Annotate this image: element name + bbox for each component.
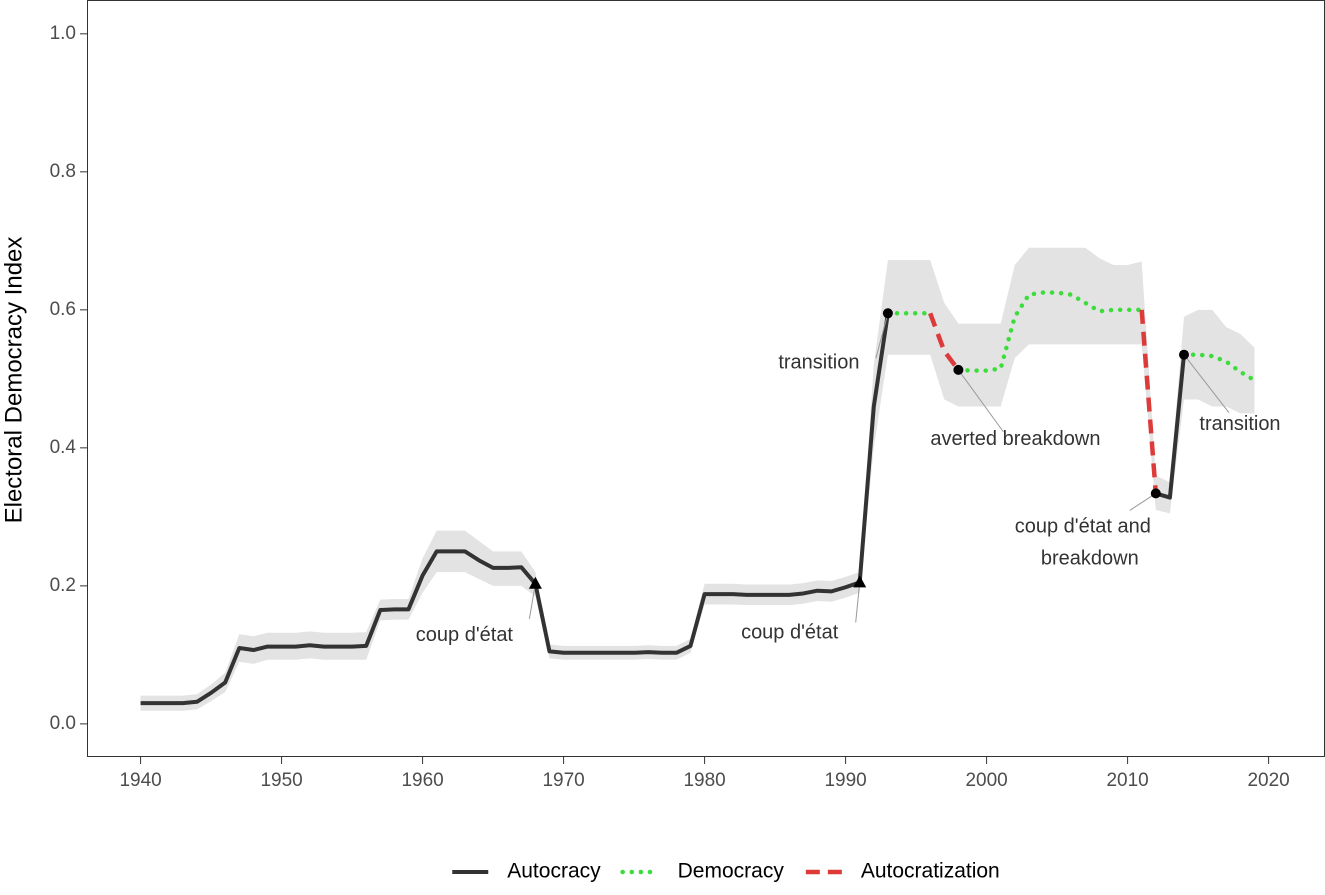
confidence-band [140, 247, 1255, 711]
y-tick-label: 0.8 [50, 161, 76, 182]
legend: Autocracy Democracy Autocratization [452, 860, 1000, 883]
event-marker [1178, 349, 1189, 360]
annotation: coup d'état [416, 624, 514, 646]
annotation-leader [875, 313, 889, 359]
x-tick-label: 1960 [401, 770, 443, 791]
legend-label: Democracy [678, 860, 785, 883]
annotation-leader [1183, 354, 1230, 413]
annotation: transition [778, 352, 859, 374]
x-tick-label: 2010 [1106, 770, 1148, 791]
y-tick-label: 1.0 [50, 23, 76, 44]
event-marker [953, 364, 964, 375]
annotation: coup d'état and [1015, 516, 1151, 538]
x-tick-label: 1980 [683, 770, 725, 791]
series-line [885, 290, 1257, 383]
x-tick-label: 1940 [119, 770, 161, 791]
y-tick-label: 0.2 [50, 575, 76, 596]
event-marker [882, 308, 893, 319]
annotation-leader [855, 582, 861, 623]
y-axis-label: Electoral Democracy Index [0, 237, 27, 524]
annotation: transition [1199, 413, 1280, 435]
x-tick-label: 2020 [1247, 770, 1289, 791]
x-tick-label: 1950 [260, 770, 302, 791]
y-tick-label: 0.0 [50, 713, 76, 734]
annotation-leader [528, 583, 536, 619]
annotation: averted breakdown [930, 428, 1100, 450]
x-tick-label: 1970 [542, 770, 584, 791]
legend-label: Autocracy [507, 860, 601, 883]
x-tick-label: 2000 [965, 770, 1007, 791]
event-marker [528, 576, 542, 589]
series-line [928, 309, 1159, 494]
event-marker [1150, 488, 1161, 499]
event-marker [853, 575, 867, 588]
y-tick-label: 0.4 [50, 437, 77, 458]
x-tick-label: 1990 [824, 770, 866, 791]
y-tick-label: 0.6 [50, 299, 76, 320]
annotation: breakdown [1041, 548, 1139, 570]
annotation-leader [1129, 492, 1157, 511]
annotation-leader [957, 369, 1004, 433]
annotation: coup d'état [741, 622, 839, 644]
legend-label: Autocratization [861, 860, 1000, 883]
